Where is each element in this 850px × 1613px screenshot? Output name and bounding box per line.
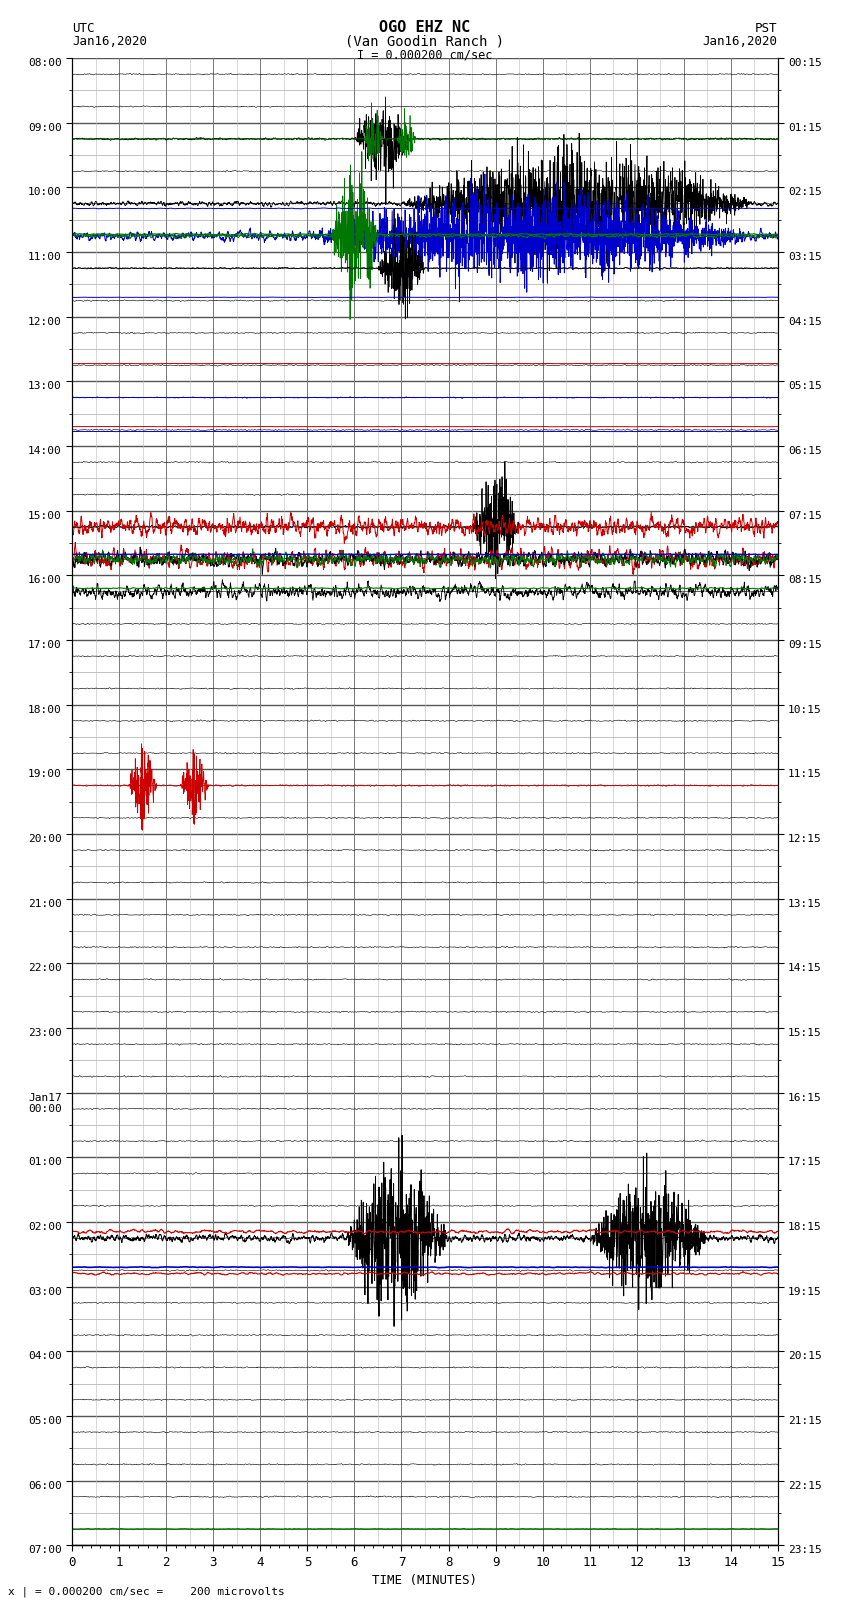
Text: UTC: UTC: [72, 21, 94, 35]
Text: Jan16,2020: Jan16,2020: [72, 35, 147, 48]
X-axis label: TIME (MINUTES): TIME (MINUTES): [372, 1574, 478, 1587]
Text: Jan16,2020: Jan16,2020: [703, 35, 778, 48]
Text: I = 0.000200 cm/sec: I = 0.000200 cm/sec: [357, 48, 493, 61]
Text: (Van Goodin Ranch ): (Van Goodin Ranch ): [345, 34, 505, 48]
Text: PST: PST: [756, 21, 778, 35]
Text: OGO EHZ NC: OGO EHZ NC: [379, 19, 471, 35]
Text: x | = 0.000200 cm/sec =    200 microvolts: x | = 0.000200 cm/sec = 200 microvolts: [8, 1586, 286, 1597]
